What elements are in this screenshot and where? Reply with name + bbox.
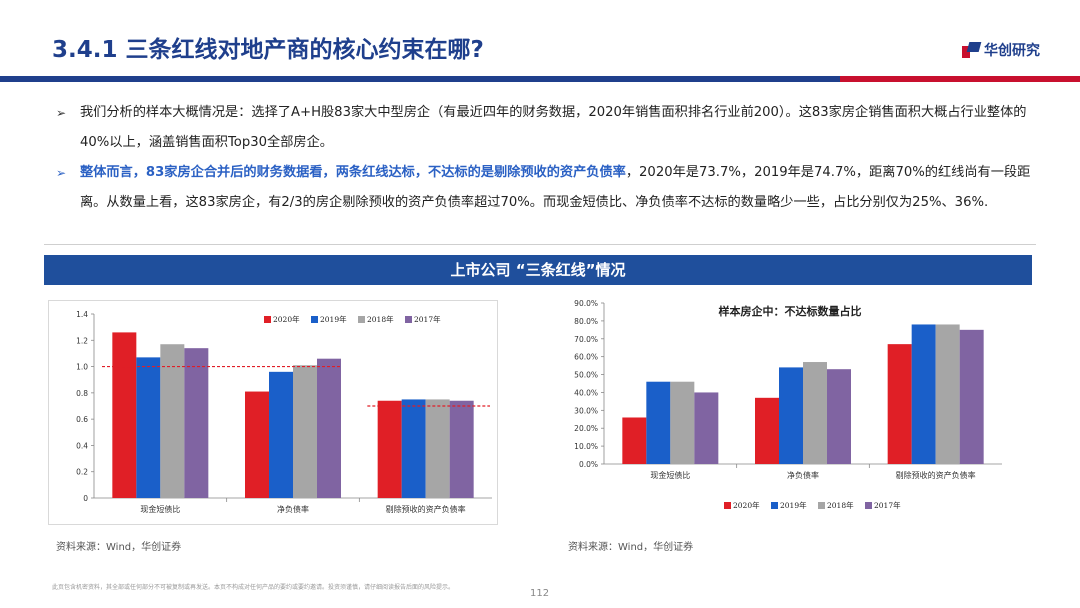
arrow-bullet-icon: ➢ — [56, 106, 67, 120]
bar — [269, 371, 293, 498]
bar — [160, 344, 185, 498]
y-tick-label: 0.0% — [579, 460, 598, 469]
legend-label: 2019年 — [320, 314, 347, 324]
legend-swatch — [865, 502, 872, 509]
header-bar — [0, 76, 1080, 82]
bar — [136, 357, 161, 498]
y-tick-label: 0.2 — [76, 468, 88, 477]
y-tick-label: 1.0 — [76, 363, 88, 372]
bar — [827, 369, 851, 464]
chart-noncompliant-share: 0.0% 10.0% 20.0% 30.0% 40.0% 50.0% 60.0% 70.0% 8… — [574, 299, 1002, 510]
bar — [184, 348, 209, 498]
bar — [670, 381, 695, 464]
y-tick-label: 30.0% — [574, 406, 598, 415]
legend-swatch — [771, 502, 778, 509]
logo-text: 华创研究 — [984, 43, 1040, 59]
bar — [449, 400, 474, 498]
x-tick-label: 现金短债比 — [140, 504, 180, 514]
bar — [803, 362, 827, 464]
bullet-text: 我们分析的样本大概情况是：选择了A+H股83家大中型房企（有最近四年的财务数据，… — [80, 105, 1027, 150]
legend-swatch — [311, 316, 318, 323]
section-band: 上市公司 “三条红线”情况 — [44, 255, 1032, 285]
bullet-text: ，2020年是73.7%，2019年是74.7%，距离70%的红线尚有一段距离。… — [80, 165, 1031, 210]
bar — [911, 324, 936, 464]
legend-label: 2020年 — [273, 314, 300, 324]
bullet-item: ➢ 我们分析的样本大概情况是：选择了A+H股83家大中型房企（有最近四年的财务数… — [56, 98, 1036, 158]
legend-label: 2019年 — [780, 500, 807, 510]
bar — [755, 397, 779, 464]
legend-label: 2018年 — [367, 314, 394, 324]
bar — [293, 365, 317, 498]
x-tick-label: 现金短债比 — [650, 470, 690, 480]
x-tick-label: 净负债率 — [277, 504, 309, 514]
y-tick-label: 1.2 — [76, 336, 88, 345]
page-title: 3.4.1 三条红线对地产商的核心约束在哪? — [52, 37, 484, 63]
y-tick-label: 0.8 — [76, 389, 88, 398]
x-tick-label: 净负债率 — [787, 470, 819, 480]
source-note-left: 资料来源：Wind，华创证券 — [56, 542, 182, 553]
legend-label: 2018年 — [827, 500, 854, 510]
bullet-list: ➢ 我们分析的样本大概情况是：选择了A+H股83家大中型房企（有最近四年的财务数… — [56, 98, 1036, 218]
bar — [622, 417, 647, 464]
y-tick-label: 60.0% — [574, 353, 598, 362]
bar — [646, 381, 671, 464]
legend-swatch — [358, 316, 365, 323]
y-tick-label: 0.6 — [76, 415, 88, 424]
y-tick-label: 90.0% — [574, 299, 598, 308]
disclaimer: 此页包含机密资料，其全部或任何部分不可被复制或再发送。本页不构成对任何产品的要约… — [52, 584, 455, 591]
bar — [245, 391, 269, 498]
legend-swatch — [724, 502, 731, 509]
y-tick-label: 80.0% — [574, 317, 598, 326]
y-tick-label: 20.0% — [574, 424, 598, 433]
arrow-bullet-icon: ➢ — [56, 166, 67, 180]
brand-logo: 华创研究 — [962, 40, 1040, 60]
y-tick-label: 1.4 — [76, 310, 88, 319]
bar — [887, 344, 912, 464]
y-tick-label: 0 — [83, 494, 88, 503]
y-tick-label: 0.4 — [76, 441, 88, 450]
chart-title: 样本房企中：不达标数量占比 — [719, 304, 862, 318]
bar — [425, 399, 450, 498]
legend-swatch — [405, 316, 412, 323]
y-tick-label: 10.0% — [574, 442, 598, 451]
bar — [935, 324, 960, 464]
legend-swatch — [264, 316, 271, 323]
bullet-highlight: 整体而言，83家房企合并后的财务数据看，两条红线达标，不达标的是剔除预收的资产负… — [80, 165, 626, 180]
bar — [694, 392, 719, 464]
bar — [959, 329, 984, 464]
bar — [112, 332, 137, 498]
chart-frame — [48, 300, 498, 525]
section-divider — [44, 244, 1036, 245]
x-tick-label: 剔除预收的资产负债率 — [386, 504, 466, 514]
bar — [779, 367, 803, 464]
legend-label: 2017年 — [414, 314, 441, 324]
bar — [317, 358, 341, 498]
legend-label: 2017年 — [874, 500, 901, 510]
y-tick-label: 50.0% — [574, 371, 598, 380]
x-tick-label: 剔除预收的资产负债率 — [896, 470, 976, 480]
y-tick-label: 70.0% — [574, 335, 598, 344]
bullet-item: ➢ 整体而言，83家房企合并后的财务数据看，两条红线达标，不达标的是剔除预收的资… — [56, 158, 1036, 218]
logo-icon — [962, 42, 982, 58]
y-tick-label: 40.0% — [574, 388, 598, 397]
bar — [377, 400, 402, 498]
bar — [401, 399, 426, 498]
legend-swatch — [818, 502, 825, 509]
source-note-right: 资料来源：Wind，华创证券 — [568, 542, 694, 553]
chart-red-lines-ratios: 0 0.2 0.4 0.6 0.8 1.0 1.2 1.4 现金短债比 净负债率 剔除预收的资产负债… — [48, 300, 498, 525]
legend-label: 2020年 — [733, 500, 760, 510]
page-number: 112 — [530, 588, 550, 599]
